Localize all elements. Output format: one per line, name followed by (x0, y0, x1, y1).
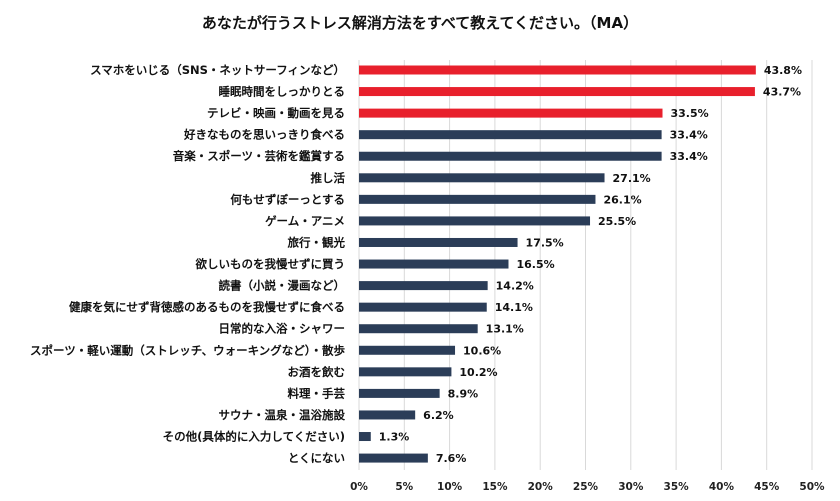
bar (359, 453, 428, 463)
category-label: 読書（小説・漫画など） (219, 279, 346, 293)
x-tick-label: 50% (799, 481, 825, 493)
data-label: 1.3% (379, 431, 410, 444)
category-label: スポーツ・軽い運動（ストレッチ、ウォーキングなど）・散歩 (30, 343, 345, 357)
bar (359, 302, 487, 312)
data-label: 33.4% (670, 150, 708, 163)
bar (359, 87, 755, 97)
bar (359, 345, 456, 355)
x-tick-label: 25% (573, 481, 599, 493)
x-tick-label: 35% (664, 481, 690, 493)
category-label: 日常的な入浴・シャワー (219, 322, 346, 336)
bar (359, 432, 371, 442)
x-tick-label: 5% (395, 481, 413, 493)
chart-title: あなたが行うストレス解消方法をすべて教えてください。（MA） (201, 14, 639, 32)
bar (359, 108, 663, 118)
bar (359, 237, 518, 247)
bar (359, 367, 452, 377)
bar (359, 194, 596, 204)
bar (359, 259, 509, 269)
bar (359, 216, 591, 226)
data-label: 43.7% (763, 86, 801, 99)
data-label: 14.2% (496, 280, 534, 293)
x-tick-label: 40% (709, 481, 735, 493)
bar (359, 173, 605, 183)
category-label: サウナ・温泉・温浴施設 (219, 408, 346, 422)
data-label: 26.1% (603, 193, 641, 206)
bar (359, 324, 478, 334)
data-label: 43.8% (764, 64, 802, 77)
category-label: スマホをいじる（SNS・ネットサーフィンなど） (90, 63, 345, 77)
data-label: 27.1% (613, 172, 651, 185)
data-label: 14.1% (495, 301, 533, 314)
category-label: 好きなものを思いっきり食べる (183, 128, 345, 142)
x-tick-label: 10% (437, 481, 463, 493)
category-label: 何もせずぼーっとする (230, 192, 345, 206)
data-label: 33.4% (670, 129, 708, 142)
category-label: お酒を飲む (288, 365, 346, 379)
bar (359, 65, 756, 75)
data-label: 8.9% (448, 387, 479, 400)
data-label: 10.6% (463, 344, 501, 357)
data-label: 25.5% (598, 215, 636, 228)
category-label: 健康を気にせず背徳感のあるものを我慢せずに食べる (69, 300, 345, 314)
category-label: 睡眠時間をしっかりとる (219, 85, 346, 99)
category-label: 推し活 (311, 171, 346, 185)
category-label: 音楽・スポーツ・芸術を鑑賞する (173, 149, 345, 163)
data-label: 6.2% (423, 409, 454, 422)
bar (359, 130, 662, 140)
data-label: 16.5% (516, 258, 554, 271)
category-label: その他(具体的に入力してください) (163, 430, 345, 444)
bar (359, 388, 440, 398)
bar (359, 410, 416, 420)
data-label: 13.1% (486, 323, 524, 336)
x-tick-label: 15% (482, 481, 508, 493)
category-label: 料理・手芸 (288, 386, 346, 400)
category-label: ゲーム・アニメ (265, 214, 345, 228)
category-label: 旅行・観光 (288, 235, 346, 249)
x-tick-label: 20% (528, 481, 554, 493)
category-label: 欲しいものを我慢せずに買う (195, 257, 346, 271)
bar (359, 281, 488, 291)
x-tick-label: 0% (350, 481, 368, 493)
category-label: テレビ・映画・動画を見る (207, 106, 345, 120)
data-label: 7.6% (436, 452, 467, 465)
bar (359, 151, 662, 161)
data-label: 17.5% (526, 236, 564, 249)
data-label: 10.2% (459, 366, 497, 379)
category-label: とくにない (288, 451, 345, 465)
data-label: 33.5% (671, 107, 709, 120)
x-tick-label: 45% (754, 481, 780, 493)
x-tick-label: 30% (618, 481, 644, 493)
